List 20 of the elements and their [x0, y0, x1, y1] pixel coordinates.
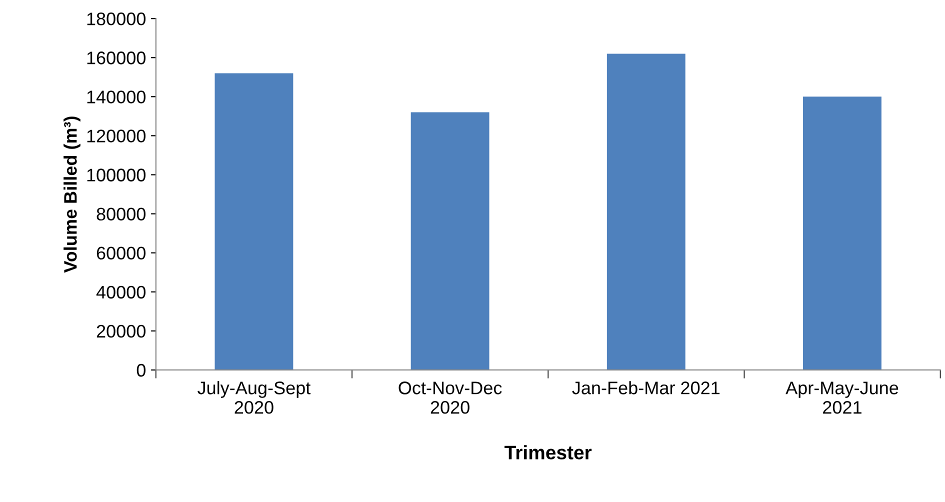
y-tick-label: 140000 — [87, 90, 146, 104]
y-axis-title: Volume Billed (m³) — [64, 116, 80, 273]
y-tick-label: 20000 — [96, 324, 146, 338]
x-axis-title: Trimester — [504, 445, 592, 460]
bar — [803, 96, 882, 370]
y-tick-label: 80000 — [96, 208, 146, 221]
y-tick-label: 180000 — [87, 12, 146, 26]
bar — [214, 73, 294, 370]
x-tick-label: July-Aug-Sept 2020 — [198, 381, 311, 414]
y-tick-label: 40000 — [96, 286, 146, 299]
x-tick-label: Jan-Feb-Mar 2021 — [572, 381, 720, 394]
bar — [606, 54, 686, 370]
x-tick-label: Apr-May-June 2021 — [786, 382, 898, 414]
x-tick-label: Oct-Nov-Dec 2020 — [398, 382, 502, 414]
bar — [410, 112, 490, 370]
y-tick-label: 160000 — [87, 52, 146, 64]
y-tick-label: 0 — [136, 364, 146, 377]
y-tick-label: 60000 — [96, 246, 146, 260]
y-tick-label: 100000 — [87, 168, 146, 182]
y-tick-label: 120000 — [87, 130, 146, 142]
